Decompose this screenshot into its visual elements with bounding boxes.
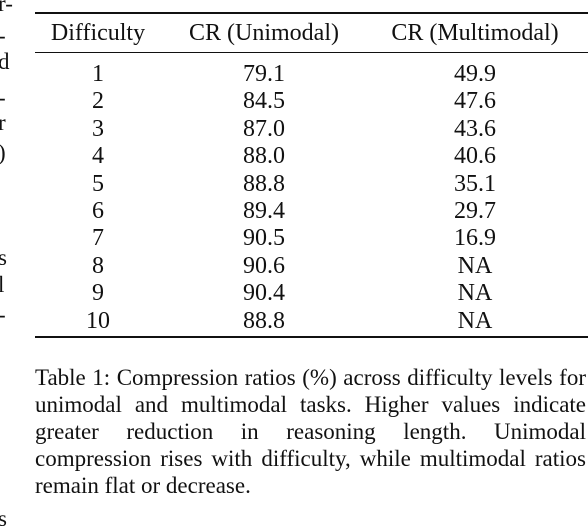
table-cell: 4 [92, 143, 104, 170]
header-cell: CR (Multimodal) [391, 20, 559, 46]
margin-fragment: r [0, 110, 6, 135]
margin-fragment: s [0, 506, 7, 531]
margin-fragment: ) [0, 141, 6, 164]
table-cell: 47.6 [454, 88, 496, 115]
table-cell: 6 [92, 198, 104, 224]
margin-fragment: r- [0, 0, 13, 16]
margin-fragment: l [0, 272, 5, 297]
margin-fragment: - [0, 303, 6, 326]
margin-fragment: s [0, 245, 7, 270]
bottom-rule [35, 336, 588, 338]
table-cell: 29.7 [454, 198, 496, 224]
table-cell: 90.6 [243, 252, 285, 279]
table-cell: 90.4 [243, 280, 285, 307]
table-cell: 88.8 [243, 170, 285, 197]
table-cell: NA [457, 280, 493, 307]
table-cell: 8 [92, 252, 104, 279]
table-cell: 84.5 [243, 88, 285, 115]
header-cell: Difficulty [50, 20, 146, 46]
table-cell: 88.8 [243, 307, 285, 334]
header-rule [35, 52, 588, 53]
table-cell: 49.9 [454, 61, 496, 87]
table-cell: 87.0 [243, 115, 285, 142]
table-cell: 89.4 [243, 198, 285, 224]
margin-fragment: d [0, 49, 10, 74]
table-caption: Table 1: Compression ratios (%) across d… [35, 365, 586, 498]
table-cell: 16.9 [454, 225, 496, 252]
table-cell: NA [457, 252, 493, 279]
table-cell: 7 [92, 225, 104, 252]
table-cell: 5 [92, 170, 104, 197]
table-cell: 35.1 [454, 170, 496, 197]
table-cell: 1 [92, 61, 104, 87]
margin-fragment: - [0, 86, 6, 109]
table-cell: 79.1 [243, 61, 285, 87]
table-cell: 3 [92, 115, 104, 142]
table-cell: 90.5 [243, 225, 285, 252]
table-cell: 2 [92, 88, 104, 115]
table-cell: 43.6 [454, 115, 496, 142]
table-cell: 9 [92, 280, 104, 307]
margin-fragment: - [0, 24, 6, 47]
header-cell: CR (Unimodal) [189, 20, 339, 46]
table-cell: NA [457, 307, 493, 334]
top-rule [35, 12, 588, 14]
table-cell: 10 [86, 307, 110, 334]
table-cell: 88.0 [243, 143, 285, 170]
table-cell: 40.6 [454, 143, 496, 170]
